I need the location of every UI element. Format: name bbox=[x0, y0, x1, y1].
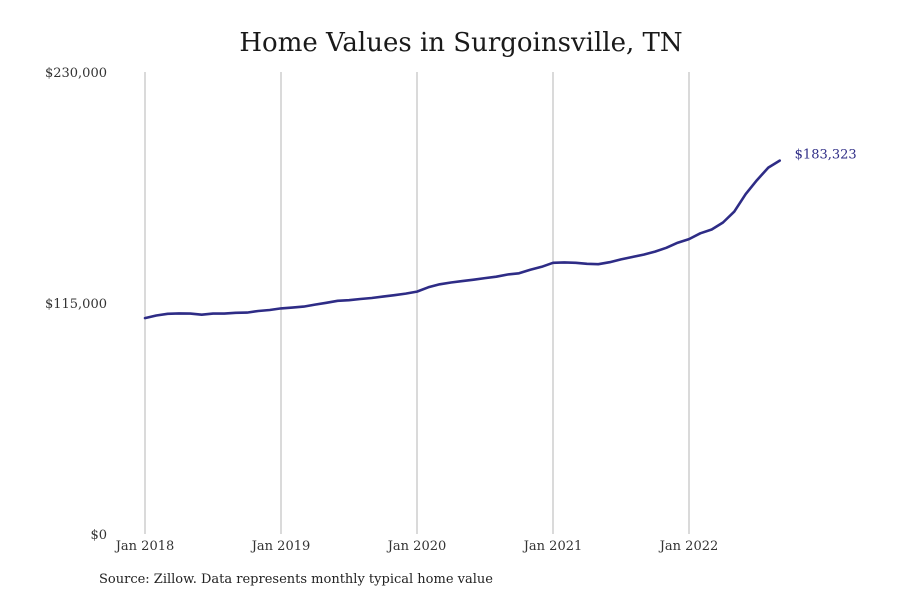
grid-lines bbox=[144, 72, 690, 534]
source-note: Source: Zillow. Data represents monthly … bbox=[99, 572, 493, 587]
x-axis-ticks: Jan 2018 Jan 2019 Jan 2020 Jan 2021 Jan 2022 bbox=[114, 539, 719, 554]
last-value-label: $183,323 bbox=[795, 148, 857, 163]
chart-title: Home Values in Surgoinsville, TN bbox=[239, 28, 682, 58]
y-tick-label: $0 bbox=[90, 528, 107, 543]
y-tick-label: $115,000 bbox=[45, 297, 107, 312]
home-value-series-line bbox=[143, 159, 781, 320]
y-tick-label: $230,000 bbox=[45, 66, 107, 81]
x-tick-label: Jan 2021 bbox=[522, 539, 583, 554]
x-tick-label: Jan 2019 bbox=[250, 539, 311, 554]
x-tick-label: Jan 2020 bbox=[386, 539, 447, 554]
y-axis-ticks: $0 $115,000 $230,000 bbox=[45, 66, 107, 543]
x-tick-label: Jan 2022 bbox=[658, 539, 719, 554]
x-tick-label: Jan 2018 bbox=[114, 539, 175, 554]
